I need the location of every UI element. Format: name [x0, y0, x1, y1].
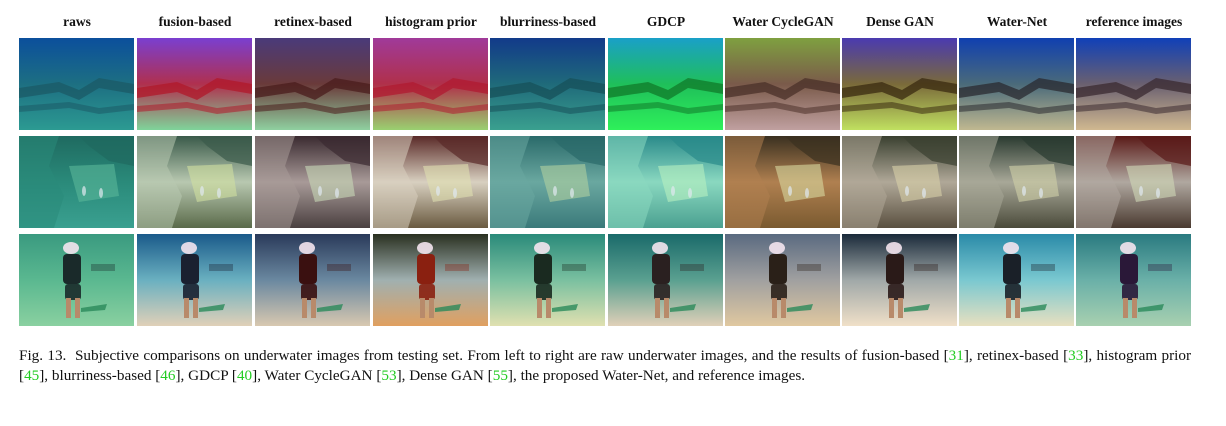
- result-image-water-net-row-3: [959, 234, 1074, 326]
- result-image-histogram-prior-row-1: [373, 38, 488, 130]
- result-image-water-net-row-1: [959, 38, 1074, 130]
- citation-ref[interactable]: 33: [1068, 347, 1084, 364]
- caption-text: ], blurriness-based [: [39, 366, 161, 384]
- result-image-raws-row-3: [19, 234, 134, 326]
- result-image-blurriness-based-row-2: [490, 136, 605, 228]
- caption-text: ], the proposed Water-Net, and reference…: [507, 366, 806, 384]
- result-image-reference-images-row-3: [1076, 234, 1191, 326]
- result-image-fusion-based-row-2: [137, 136, 252, 228]
- caption-text: ], histogram prior [: [19, 347, 1192, 384]
- result-image-raws-row-2: [19, 136, 134, 228]
- result-image-reference-images-row-2: [1076, 136, 1191, 228]
- result-image-blurriness-based-row-3: [490, 234, 605, 326]
- column-label-blurriness-based: blurriness-based: [499, 14, 597, 29]
- column-label-reference-images: reference images: [1085, 14, 1183, 29]
- result-image-gdcp-row-2: [608, 136, 723, 228]
- column-label-gdcp: GDCP: [646, 14, 686, 29]
- result-image-histogram-prior-row-3: [373, 234, 488, 326]
- citation-ref[interactable]: 46: [160, 366, 176, 384]
- result-image-fusion-based-row-1: [137, 38, 252, 130]
- caption-text: Subjective comparisons on underwater ima…: [74, 347, 949, 364]
- result-image-raws-row-1: [19, 38, 134, 130]
- result-image-water-net-row-2: [959, 136, 1074, 228]
- result-image-retinex-based-row-1: [255, 38, 370, 130]
- caption-text: ], Dense GAN [: [396, 366, 493, 384]
- result-image-water-cyclegan-row-3: [725, 234, 840, 326]
- figure-number: Fig. 13.: [19, 347, 67, 364]
- result-image-dense-gan-row-3: [842, 234, 957, 326]
- result-image-retinex-based-row-2: [255, 136, 370, 228]
- result-image-reference-images-row-1: [1076, 38, 1191, 130]
- column-label-water-net: Water-Net: [986, 14, 1048, 29]
- caption-text: ], Water CycleGAN [: [252, 366, 382, 384]
- caption-text: ], GDCP [: [175, 366, 237, 384]
- result-image-fusion-based-row-3: [137, 234, 252, 326]
- result-image-gdcp-row-1: [608, 38, 723, 130]
- citation-ref[interactable]: 31: [948, 347, 964, 364]
- caption-text: ], retinex-based [: [963, 347, 1069, 364]
- column-label-water-cyclegan: Water CycleGAN: [732, 14, 834, 29]
- column-label-dense-gan: Dense GAN: [866, 14, 934, 29]
- caption-body: Subjective comparisons on underwater ima…: [19, 347, 1191, 384]
- result-image-gdcp-row-3: [608, 234, 723, 326]
- figure-caption: Fig. 13. Subjective comparisons on under…: [19, 346, 1191, 385]
- result-image-water-cyclegan-row-1: [725, 38, 840, 130]
- citation-ref[interactable]: 45: [24, 366, 40, 384]
- result-image-dense-gan-row-1: [842, 38, 957, 130]
- column-label-retinex-based: retinex-based: [274, 14, 352, 29]
- result-image-blurriness-based-row-1: [490, 38, 605, 130]
- result-image-histogram-prior-row-2: [373, 136, 488, 228]
- result-image-retinex-based-row-3: [255, 234, 370, 326]
- citation-ref[interactable]: 55: [492, 366, 508, 384]
- result-image-dense-gan-row-2: [842, 136, 957, 228]
- column-label-raws: raws: [63, 14, 91, 29]
- result-image-water-cyclegan-row-2: [725, 136, 840, 228]
- column-headers: raws fusion-based retinex-based histogra…: [19, 12, 1195, 36]
- column-label-histogram-prior: histogram prior: [385, 14, 477, 29]
- column-label-fusion-based: fusion-based: [158, 14, 232, 29]
- citation-ref[interactable]: 53: [381, 366, 397, 384]
- citation-ref[interactable]: 40: [236, 366, 253, 384]
